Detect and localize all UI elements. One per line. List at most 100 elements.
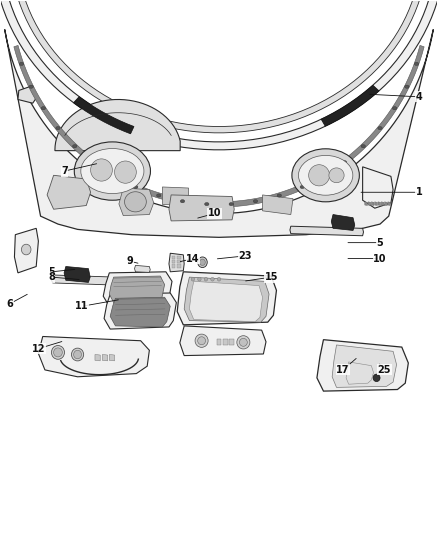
Polygon shape (110, 354, 115, 361)
Polygon shape (374, 202, 377, 206)
Polygon shape (47, 175, 91, 209)
Polygon shape (332, 345, 396, 387)
Polygon shape (381, 202, 384, 206)
Polygon shape (162, 187, 188, 206)
Text: 4: 4 (416, 92, 423, 102)
Ellipse shape (134, 185, 138, 189)
Polygon shape (0, 0, 438, 150)
Ellipse shape (322, 174, 326, 177)
Polygon shape (17, 0, 421, 133)
Ellipse shape (229, 203, 233, 206)
Polygon shape (331, 215, 355, 230)
Polygon shape (74, 96, 134, 134)
Polygon shape (55, 100, 180, 151)
Text: 17: 17 (336, 365, 350, 375)
Ellipse shape (329, 168, 344, 183)
Ellipse shape (200, 259, 205, 265)
Polygon shape (189, 281, 262, 321)
Polygon shape (385, 202, 387, 206)
Polygon shape (262, 195, 293, 215)
Polygon shape (14, 45, 424, 207)
Polygon shape (102, 354, 108, 361)
Polygon shape (177, 264, 181, 268)
Ellipse shape (373, 374, 380, 382)
Polygon shape (172, 256, 176, 259)
Text: 7: 7 (61, 166, 68, 176)
Text: 10: 10 (208, 208, 221, 219)
Text: 10: 10 (373, 254, 387, 263)
Polygon shape (119, 188, 154, 216)
Ellipse shape (73, 144, 77, 148)
Ellipse shape (277, 194, 282, 197)
Text: 23: 23 (238, 251, 252, 261)
Ellipse shape (74, 350, 81, 359)
Polygon shape (365, 202, 367, 206)
Ellipse shape (180, 200, 185, 203)
Polygon shape (104, 293, 177, 329)
Polygon shape (64, 266, 90, 282)
Ellipse shape (124, 192, 146, 212)
Ellipse shape (156, 194, 161, 197)
Polygon shape (14, 228, 39, 273)
Polygon shape (371, 202, 374, 206)
Text: 5: 5 (48, 267, 55, 277)
Ellipse shape (91, 159, 113, 181)
Polygon shape (169, 253, 184, 272)
Ellipse shape (217, 277, 221, 281)
Polygon shape (18, 86, 37, 103)
Polygon shape (180, 326, 266, 356)
Ellipse shape (405, 85, 409, 88)
Polygon shape (134, 265, 150, 272)
Polygon shape (110, 276, 165, 305)
Polygon shape (368, 202, 371, 206)
Ellipse shape (361, 144, 365, 148)
Ellipse shape (240, 338, 247, 346)
Polygon shape (290, 226, 364, 236)
Polygon shape (230, 338, 234, 345)
Text: 14: 14 (186, 254, 200, 263)
Text: 11: 11 (75, 301, 88, 311)
Polygon shape (172, 260, 176, 263)
Ellipse shape (19, 62, 24, 66)
Polygon shape (177, 260, 181, 263)
Text: 8: 8 (48, 272, 55, 282)
Ellipse shape (205, 203, 209, 206)
Polygon shape (177, 256, 181, 259)
Ellipse shape (392, 107, 397, 110)
Ellipse shape (56, 126, 60, 130)
Text: 12: 12 (32, 344, 45, 354)
Ellipse shape (115, 161, 136, 183)
Ellipse shape (292, 149, 359, 202)
Polygon shape (346, 362, 374, 384)
Ellipse shape (53, 348, 62, 357)
Polygon shape (169, 195, 234, 221)
Polygon shape (51, 275, 116, 285)
Polygon shape (321, 85, 379, 126)
Ellipse shape (414, 62, 419, 66)
Ellipse shape (41, 107, 46, 110)
Ellipse shape (378, 126, 382, 130)
Polygon shape (217, 338, 221, 345)
Ellipse shape (237, 336, 250, 349)
Polygon shape (39, 336, 149, 377)
Ellipse shape (51, 345, 64, 359)
Text: 25: 25 (378, 365, 391, 375)
Ellipse shape (300, 185, 304, 189)
Polygon shape (388, 202, 391, 206)
Ellipse shape (191, 277, 194, 281)
Text: 15: 15 (265, 272, 278, 282)
Text: 5: 5 (377, 238, 383, 248)
Text: 9: 9 (127, 256, 133, 266)
Text: 1: 1 (416, 187, 423, 197)
Polygon shape (317, 340, 408, 391)
Ellipse shape (74, 142, 150, 200)
Ellipse shape (81, 149, 144, 193)
Ellipse shape (21, 244, 31, 255)
Polygon shape (378, 202, 381, 206)
Polygon shape (184, 277, 269, 322)
Polygon shape (95, 354, 100, 361)
Ellipse shape (204, 277, 208, 281)
Polygon shape (110, 297, 170, 327)
Ellipse shape (195, 334, 208, 348)
Ellipse shape (211, 277, 214, 281)
